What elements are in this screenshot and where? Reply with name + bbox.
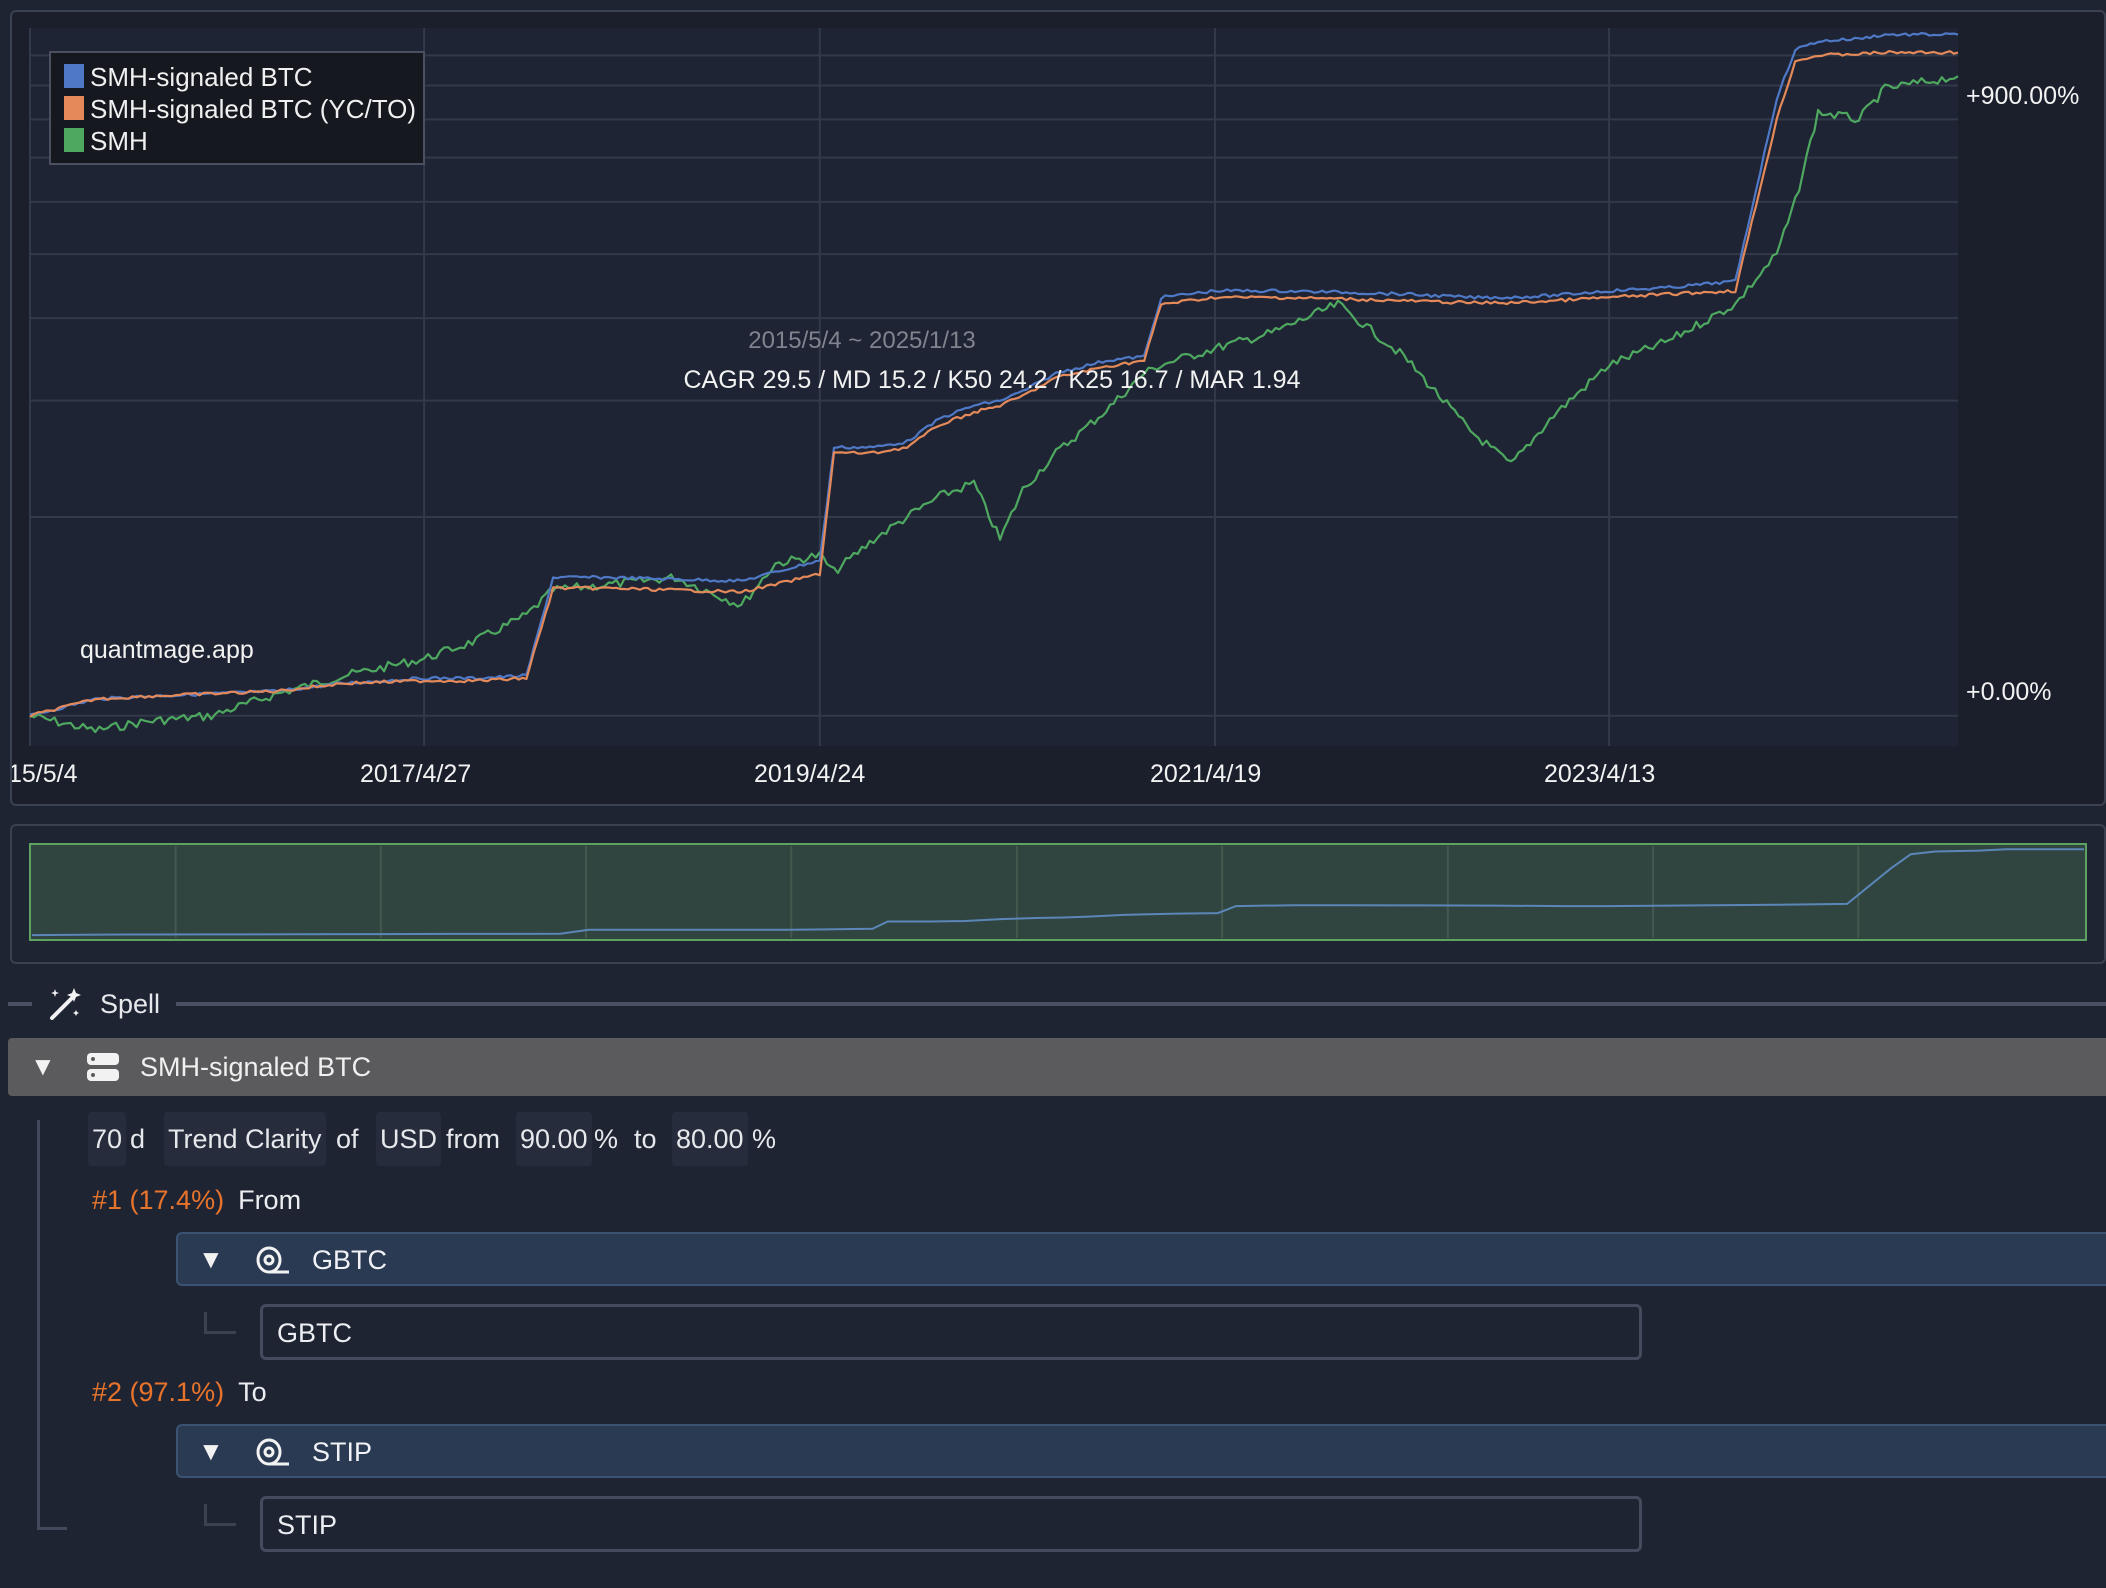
divider: [176, 1002, 2106, 1006]
tree-connector: [37, 1527, 67, 1530]
divider: [8, 1002, 32, 1006]
y-label-900: +900.00%: [1966, 82, 2079, 110]
navigator-series-line: [31, 848, 2084, 937]
legend-swatch-btc: [64, 64, 84, 88]
asset-group-name: STIP: [312, 1437, 373, 1467]
ticker-field-stip[interactable]: STIP: [260, 1496, 1642, 1552]
tree-connector: [204, 1312, 236, 1334]
from-value-input[interactable]: 90.00: [516, 1112, 592, 1166]
from-label: from: [446, 1124, 500, 1154]
asset-group-name: GBTC: [312, 1245, 388, 1275]
coin-roll-icon: [256, 1438, 289, 1466]
legend-btc-yc: SMH-signaled BTC (YC/TO): [90, 94, 416, 124]
legend-btc: SMH-signaled BTC: [90, 62, 313, 92]
of-label: of: [336, 1124, 359, 1154]
legend-smh: SMH: [90, 126, 148, 156]
branch-percent: #2 (97.1%): [92, 1377, 225, 1407]
x-label: 15/5/4: [12, 760, 78, 788]
backtest-chart[interactable]: SMH-signaled BTC SMH-signaled BTC (YC/TO…: [12, 12, 2106, 808]
server-icon: [87, 1053, 119, 1081]
legend-swatch-smh: [64, 128, 84, 152]
legend-swatch-btc-yc: [64, 96, 84, 120]
ticker-field-gbtc[interactable]: GBTC: [260, 1304, 1642, 1360]
x-label: 2021/4/19: [1150, 760, 1261, 788]
asset-group-gbtc[interactable]: ▼ GBTC: [176, 1232, 2106, 1286]
watermark: quantmage.app: [80, 636, 254, 664]
range-navigator-panel: [10, 824, 2106, 964]
ticker-value: GBTC: [277, 1318, 353, 1348]
to-label: to: [634, 1124, 657, 1154]
asset-group-stip[interactable]: ▼ STIP: [176, 1424, 2106, 1478]
y-label-0: +0.00%: [1966, 678, 2052, 706]
to-unit: %: [752, 1124, 777, 1154]
strategy-name[interactable]: SMH-signaled BTC: [140, 1052, 372, 1082]
tree-connector: [37, 1120, 40, 1530]
from-unit: %: [594, 1124, 619, 1154]
branch-percent: #1 (17.4%): [92, 1185, 225, 1215]
spell-label: Spell: [100, 989, 161, 1019]
branch-word: From: [238, 1185, 302, 1215]
navigator-grid: [174, 846, 1860, 938]
indicator-select[interactable]: Trend Clarity: [164, 1112, 326, 1166]
x-label: 2023/4/13: [1544, 760, 1655, 788]
collapse-toggle-icon[interactable]: ▼: [198, 1244, 224, 1274]
date-range-label: 2015/5/4 ~ 2025/1/13: [748, 327, 976, 354]
branch-word: To: [238, 1377, 267, 1407]
window-unit: d: [130, 1124, 146, 1154]
series-line-smh: [29, 75, 1959, 734]
strategy-header[interactable]: ▼ SMH-signaled BTC: [8, 1038, 2106, 1096]
window-input[interactable]: 70: [88, 1112, 127, 1166]
spell-section-header: Spell: [0, 980, 2106, 1024]
coin-roll-icon: [256, 1246, 289, 1274]
x-label: 2017/4/27: [360, 760, 471, 788]
magic-wand-icon: [50, 988, 81, 1020]
series-line-smh-signaled-btc-yc-to-: [29, 50, 1959, 718]
branch-1-label: #1 (17.4%) From: [92, 1180, 301, 1220]
to-value-input[interactable]: 80.00: [672, 1112, 748, 1166]
navigator-selection[interactable]: [29, 843, 2087, 941]
collapse-toggle-icon[interactable]: ▼: [198, 1436, 224, 1466]
range-navigator[interactable]: [12, 826, 2106, 966]
chart-series: [29, 32, 1959, 734]
stats-label: CAGR 29.5 / MD 15.2 / K50 24.2 / K25 16.…: [684, 366, 1301, 394]
backtest-chart-panel: SMH-signaled BTC SMH-signaled BTC (YC/TO…: [10, 10, 2106, 806]
ticker-value: STIP: [277, 1510, 338, 1540]
chart-legend[interactable]: SMH-signaled BTC SMH-signaled BTC (YC/TO…: [49, 51, 425, 165]
series-line-smh-signaled-btc: [29, 32, 1959, 716]
tree-connector: [204, 1504, 236, 1526]
branch-2-label: #2 (97.1%) To: [92, 1372, 267, 1412]
asset-select[interactable]: USD: [376, 1112, 442, 1166]
x-label: 2019/4/24: [754, 760, 865, 788]
collapse-toggle-icon[interactable]: ▼: [30, 1051, 56, 1081]
